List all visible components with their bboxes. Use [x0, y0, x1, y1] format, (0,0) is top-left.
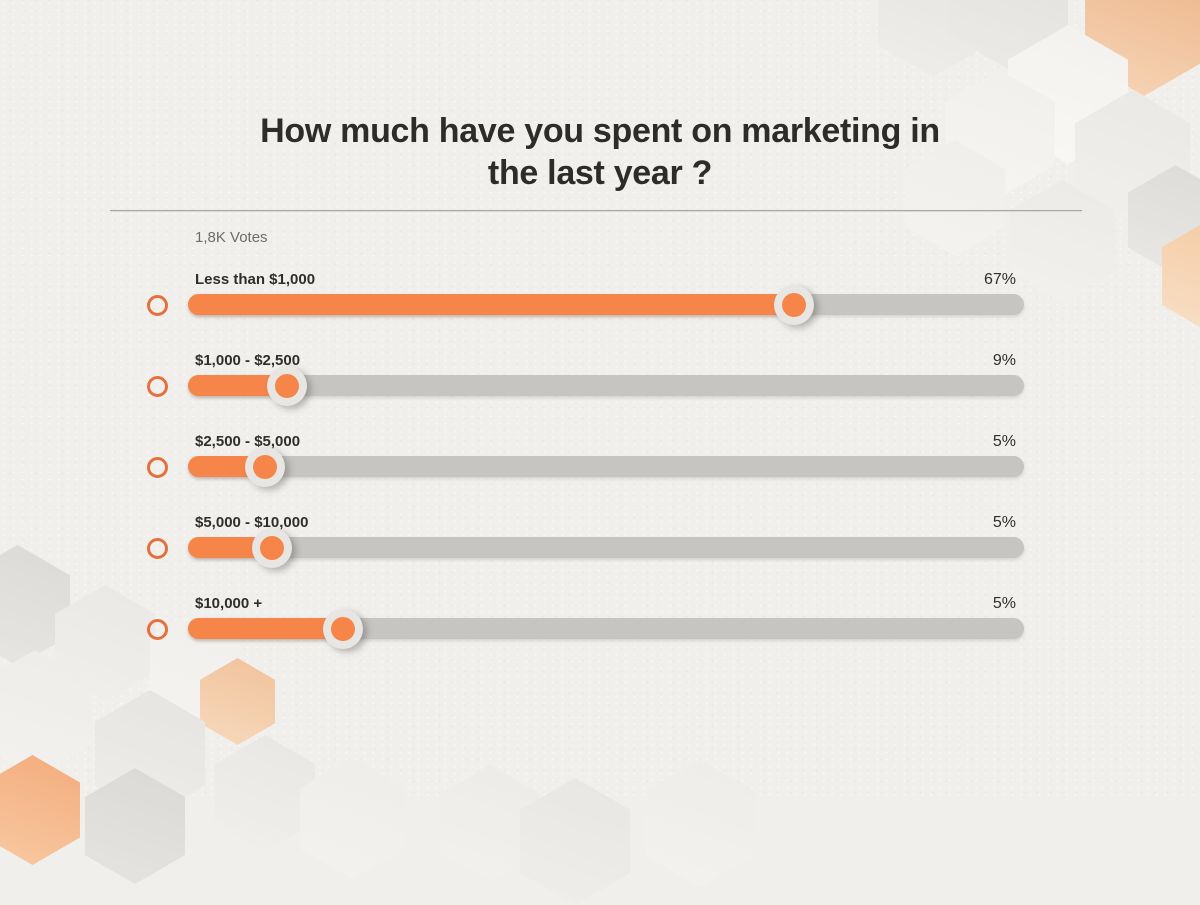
- option-percent-value: 5%: [992, 433, 1016, 450]
- poll-title: How much have you spent on marketing in …: [0, 110, 1200, 194]
- poll-option-row: $1,000 - $2,500 9%: [0, 352, 1200, 406]
- poll-title-line2: the last year ?: [487, 154, 713, 192]
- option-label: Less than $1,000: [195, 271, 316, 288]
- poll-options-list: Less than $1,000 67% $1,000 - $2,500 9% …: [0, 271, 1200, 676]
- poll-option-row: $2,500 - $5,000 5%: [0, 433, 1200, 487]
- option-percent-value: 5%: [992, 514, 1016, 531]
- option-radio-button[interactable]: [147, 295, 168, 316]
- poll-title-line1: How much have you spent on marketing in: [260, 112, 940, 150]
- option-result-slider[interactable]: [188, 609, 1024, 649]
- option-percent-value: 5%: [992, 595, 1016, 612]
- slider-handle[interactable]: [244, 447, 285, 487]
- slider-track: [188, 537, 1024, 558]
- slider-handle[interactable]: [322, 609, 363, 649]
- poll-option-row: Less than $1,000 67%: [0, 271, 1200, 325]
- option-radio-button[interactable]: [147, 619, 168, 640]
- slider-fill-bar: [188, 294, 807, 315]
- option-result-slider[interactable]: [188, 528, 1024, 568]
- slider-track: [188, 375, 1024, 396]
- title-divider: [110, 210, 1082, 212]
- slider-track: [188, 618, 1024, 639]
- option-percent-value: 67%: [983, 271, 1016, 288]
- option-radio-button[interactable]: [147, 457, 168, 478]
- slider-handle[interactable]: [251, 528, 292, 568]
- option-radio-button[interactable]: [147, 538, 168, 559]
- option-result-slider[interactable]: [188, 447, 1024, 487]
- slider-handle[interactable]: [774, 285, 815, 325]
- option-result-slider[interactable]: [188, 366, 1024, 406]
- slider-handle[interactable]: [266, 366, 307, 406]
- votes-count: 1,8K Votes: [195, 229, 268, 246]
- option-percent-value: 9%: [992, 352, 1016, 369]
- option-label: $5,000 - $10,000: [195, 514, 309, 531]
- option-radio-button[interactable]: [147, 376, 168, 397]
- slider-track: [188, 456, 1024, 477]
- option-result-slider[interactable]: [188, 285, 1024, 325]
- poll-card: How much have you spent on marketing in …: [0, 110, 1200, 676]
- option-label: $10,000 +: [195, 595, 263, 612]
- option-label: $1,000 - $2,500: [195, 352, 301, 369]
- poll-option-row: $5,000 - $10,000 5%: [0, 514, 1200, 568]
- poll-option-row: $10,000 + 5%: [0, 595, 1200, 649]
- option-label: $2,500 - $5,000: [195, 433, 301, 450]
